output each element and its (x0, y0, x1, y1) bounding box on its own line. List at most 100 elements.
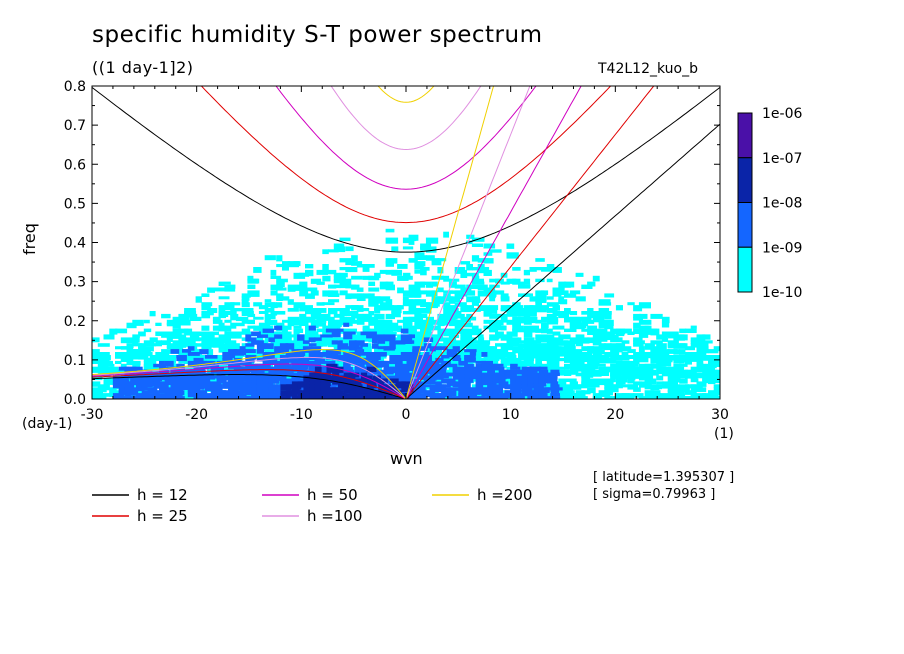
shade-cell (207, 369, 214, 374)
shade-cell (408, 258, 418, 263)
shade-cell (280, 396, 291, 399)
shade-cell (708, 355, 718, 361)
shade-cell (268, 355, 275, 359)
shade-cell (141, 378, 148, 383)
shade-cell (414, 313, 421, 320)
shade-cell (529, 308, 537, 312)
shade-cell (402, 272, 411, 279)
shade-cell (310, 322, 319, 329)
shade-cell (412, 384, 422, 390)
shade-cell (349, 393, 361, 397)
shade-cell (604, 378, 615, 383)
shade-cell (333, 284, 341, 289)
shade-cell (448, 360, 460, 366)
shade-cell (523, 328, 530, 333)
shade-cell (126, 355, 135, 359)
shade-cell (420, 290, 427, 295)
shade-cell (425, 255, 435, 261)
shade-cell (201, 305, 211, 311)
shade-cell (118, 375, 129, 381)
shade-cell (598, 331, 605, 335)
shade-cell (314, 366, 322, 374)
shade-cell (299, 272, 309, 277)
shade-cell (464, 369, 474, 375)
shade-cell (377, 360, 388, 365)
shade-cell (500, 316, 508, 323)
shade-cell (389, 360, 396, 365)
shade-cell (587, 363, 594, 371)
shade-cell (320, 384, 331, 391)
shade-cell (633, 305, 643, 312)
shade-cell (351, 275, 363, 280)
shade-cell (667, 340, 679, 347)
shade-cell (443, 340, 451, 346)
shade-cell (103, 334, 115, 340)
shade-cell (702, 375, 709, 381)
shade-cell (521, 387, 533, 391)
shade-cell (575, 343, 584, 347)
shade-cell (650, 384, 658, 388)
shade-cell (487, 396, 496, 399)
shade-cell (458, 366, 467, 372)
shade-cell (512, 305, 524, 311)
shade-cell (316, 269, 328, 275)
shade-cell (425, 284, 434, 288)
shade-cell (446, 378, 456, 384)
shade-cell (360, 343, 368, 347)
shade-cell (293, 331, 300, 338)
shade-cell (251, 396, 258, 399)
shade-cell (349, 360, 357, 365)
shade-cell (222, 381, 231, 387)
shade-cell (552, 352, 561, 357)
shade-cell (224, 287, 236, 292)
shade-cell (159, 372, 167, 377)
shade-cell (143, 357, 151, 363)
shade-cell (679, 343, 688, 347)
shade-cell (118, 366, 130, 371)
shade-cell (279, 355, 289, 359)
shade-cell (222, 352, 232, 357)
shade-cell (498, 381, 509, 388)
shade-cell (224, 319, 232, 323)
shade-cell (379, 325, 388, 329)
x-tick-label: 30 (711, 407, 729, 423)
shade-cell (529, 349, 538, 356)
shade-cell (228, 381, 238, 386)
shade-cell (621, 378, 628, 383)
shade-cell (349, 372, 360, 378)
shade-cell (487, 387, 497, 393)
shade-cell (633, 322, 641, 329)
shade-cell (483, 352, 494, 357)
shade-cell (498, 369, 509, 374)
inertia-gravity-curve (200, 86, 612, 224)
shade-cell (322, 275, 331, 282)
curve-h-100 (92, 86, 531, 399)
shade-cell (216, 366, 224, 373)
shade-cell (314, 352, 323, 358)
shade-cell (166, 363, 176, 370)
y-tick-label: 0.3 (64, 275, 86, 291)
shade-cell (481, 387, 492, 392)
shade-cell (210, 384, 223, 389)
shade-cell (372, 334, 385, 341)
shade-cell (552, 346, 562, 350)
shade-cell (276, 331, 287, 338)
shade-cell (395, 372, 407, 377)
shade-cell (546, 313, 557, 320)
shade-cell (176, 355, 187, 362)
shade-cell (538, 390, 547, 397)
shade-cell (713, 360, 720, 367)
shade-cell (141, 384, 153, 388)
shade-cell (193, 369, 202, 376)
shade-cell (481, 372, 491, 379)
shade-cell (481, 378, 492, 384)
shade-cell (489, 349, 501, 353)
shade-cell (322, 357, 333, 363)
shade-cell (285, 363, 292, 369)
shade-cell (402, 322, 413, 329)
shade-cell (314, 375, 323, 380)
shade-cell (446, 387, 455, 391)
shade-cell (696, 340, 704, 345)
shade-cell (239, 381, 251, 387)
shade-cell (598, 355, 610, 360)
